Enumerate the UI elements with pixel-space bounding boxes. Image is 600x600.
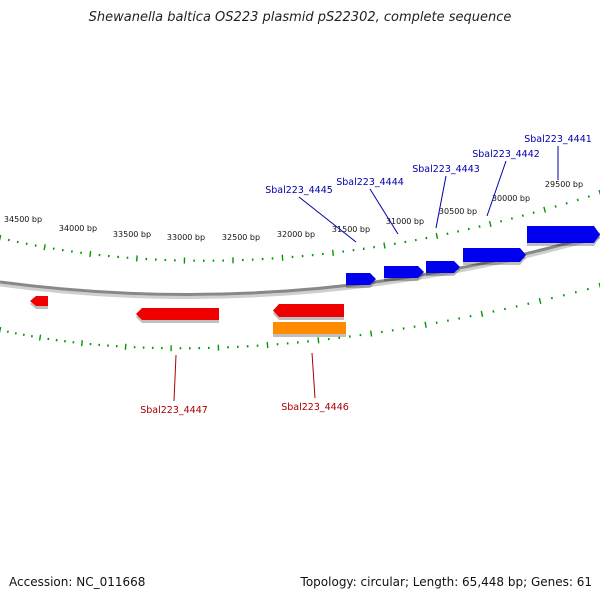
ruler-position-label: 34500 bp (4, 215, 42, 224)
lower-minor-tick (574, 290, 577, 294)
gene-body (273, 304, 344, 317)
gene-body (463, 248, 526, 262)
upper-minor-tick (521, 214, 524, 217)
gene-arrow-Sbal223_4441 (527, 226, 600, 246)
gene-label-Sbal223_4447: Sbal223_4447 (140, 405, 208, 416)
upper-minor-tick (510, 217, 513, 220)
upper-minor-tick (565, 201, 568, 205)
lower-minor-tick (562, 293, 565, 297)
ruler-position-label: 33000 bp (167, 233, 205, 242)
gene-label-Sbal223_4444: Sbal223_4444 (336, 177, 404, 188)
gene-body (527, 226, 600, 243)
orange-feature (273, 322, 346, 337)
upper-minor-tick (478, 225, 481, 228)
lower-major-tick (317, 337, 320, 344)
leader-line (486, 160, 507, 217)
lower-minor-tick (550, 296, 553, 300)
upper-major-tick (598, 189, 600, 196)
gene-arrow-Sbal223_4443 (426, 261, 460, 276)
reverse-strand-genes (30, 296, 346, 337)
leader-line (369, 188, 399, 235)
lower-major-tick (80, 340, 83, 347)
upper-major-tick (383, 242, 386, 249)
orange-feature-body (273, 322, 346, 334)
backbone-shadow (0, 235, 600, 299)
lower-major-tick (369, 330, 373, 337)
ruler-position-label: 30000 bp (492, 194, 530, 203)
upper-ruler-ticks (0, 189, 600, 264)
gene-arrow-Sbal223_4444 (384, 266, 424, 281)
leader-line (298, 196, 357, 243)
gene-labels: Sbal223_4441 Sbal223_4442 Sbal223_4443 Sbal… (140, 134, 592, 416)
lower-minor-tick (586, 287, 589, 291)
ruler-position-label: 29500 bp (545, 180, 583, 189)
upper-major-tick (543, 206, 547, 213)
lower-major-tick (424, 321, 427, 328)
gene-label-Sbal223_4446: Sbal223_4446 (281, 402, 349, 413)
upper-minor-tick (500, 220, 503, 223)
gene-arrow-Sbal223_4445 (346, 273, 376, 288)
gene-body (346, 273, 376, 285)
upper-ruler-labels: 29500 bp 30000 bp 30500 bp 31000 bp 31500 bp… (4, 180, 583, 242)
topology-summary: Topology: circular; Length: 65,448 bp; G… (300, 575, 592, 589)
ruler-position-label: 30500 bp (439, 207, 477, 216)
gene-label-Sbal223_4445: Sbal223_4445 (265, 185, 333, 196)
gene-label-Sbal223_4443: Sbal223_4443 (412, 164, 480, 175)
label-leader-lines (173, 146, 559, 402)
lower-major-tick (538, 297, 542, 305)
ruler-position-label: 31000 bp (386, 217, 424, 226)
gene-body (384, 266, 424, 278)
upper-major-tick (488, 220, 492, 228)
gene-body (426, 261, 460, 273)
lower-major-tick (38, 334, 42, 341)
leader-line (173, 354, 177, 402)
map-title: Shewanella baltica OS223 plasmid pS22302… (88, 10, 512, 25)
upper-major-tick (435, 232, 439, 240)
ruler-position-label: 32500 bp (222, 233, 260, 242)
forward-strand-genes (346, 226, 600, 288)
ruler-position-label: 32000 bp (277, 230, 315, 239)
leader-line (435, 175, 447, 229)
accession-label: Accession: NC_011668 (9, 575, 146, 589)
ruler-position-label: 33500 bp (113, 230, 151, 239)
ruler-position-label: 31500 bp (332, 225, 370, 234)
upper-major-tick (43, 244, 46, 251)
upper-minor-tick (576, 198, 579, 202)
gene-arrow-Sbal223_4447 (136, 308, 219, 323)
leader-line (311, 352, 316, 399)
upper-minor-tick (554, 205, 557, 208)
upper-minor-tick (587, 195, 590, 198)
ruler-position-label: 34000 bp (59, 224, 97, 233)
gene-arrow-partial (30, 296, 48, 309)
upper-major-tick (89, 250, 92, 258)
lower-major-tick (598, 282, 600, 289)
upper-minor-tick (532, 211, 535, 214)
lower-major-tick (0, 326, 2, 334)
lower-major-tick (480, 310, 484, 317)
upper-major-tick (331, 249, 335, 256)
gene-body (30, 296, 48, 306)
gene-label-Sbal223_4441: Sbal223_4441 (524, 134, 592, 145)
lower-ruler-ticks (0, 282, 600, 352)
upper-major-tick (0, 234, 2, 242)
gene-arrow-Sbal223_4446 (273, 304, 344, 320)
gene-label-Sbal223_4442: Sbal223_4442 (472, 149, 540, 160)
gene-body (136, 308, 219, 320)
gene-arrow-Sbal223_4442 (463, 248, 526, 265)
